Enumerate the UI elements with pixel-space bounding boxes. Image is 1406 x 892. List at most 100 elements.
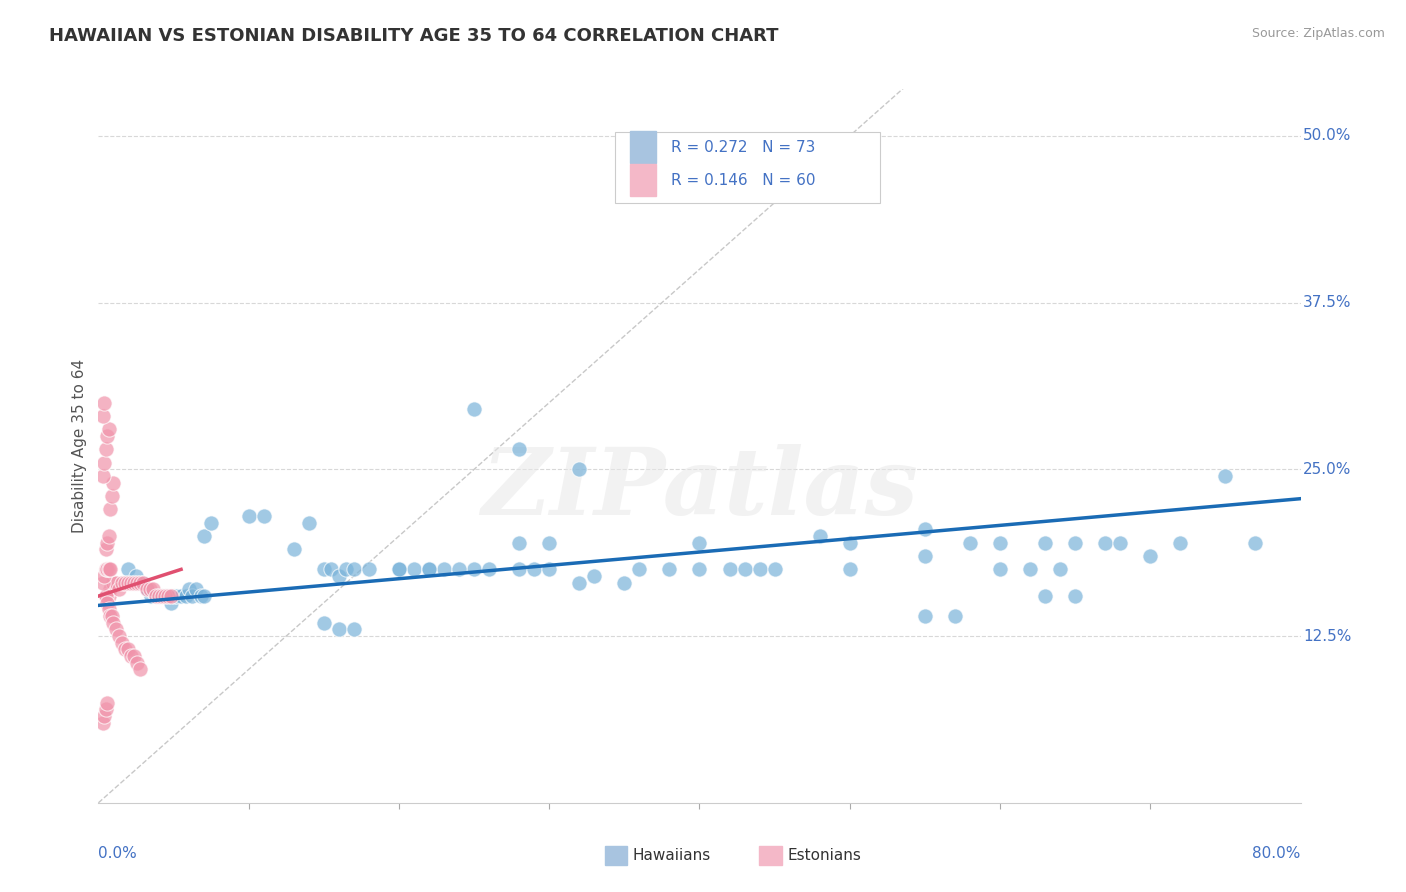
- Point: [184, 582, 207, 597]
- Point: [159, 596, 181, 610]
- Point: [138, 582, 160, 597]
- Point: [170, 589, 193, 603]
- Y-axis label: Disability Age 35 to 64: Disability Age 35 to 64: [72, 359, 87, 533]
- Point: [388, 562, 411, 576]
- Point: [100, 609, 122, 624]
- Point: [1019, 562, 1042, 576]
- Point: [238, 509, 260, 524]
- Point: [162, 589, 184, 603]
- Point: [91, 469, 114, 483]
- Point: [688, 535, 710, 549]
- Point: [734, 562, 756, 576]
- Point: [145, 589, 167, 603]
- Point: [132, 575, 155, 590]
- Point: [94, 542, 117, 557]
- Point: [125, 569, 148, 583]
- Point: [135, 582, 157, 597]
- Point: [100, 502, 122, 516]
- Point: [283, 542, 305, 557]
- Point: [568, 575, 591, 590]
- Point: [914, 522, 936, 536]
- Point: [103, 615, 125, 630]
- Point: [658, 562, 681, 576]
- Text: 37.5%: 37.5%: [1303, 295, 1351, 310]
- Point: [1033, 589, 1056, 603]
- Point: [190, 589, 212, 603]
- Point: [959, 535, 981, 549]
- Text: Estonians: Estonians: [787, 848, 862, 863]
- Point: [97, 422, 120, 436]
- Point: [100, 582, 122, 597]
- Point: [129, 575, 152, 590]
- Point: [418, 562, 440, 576]
- Text: Source: ZipAtlas.com: Source: ZipAtlas.com: [1251, 27, 1385, 40]
- Point: [148, 589, 170, 603]
- Point: [523, 562, 546, 576]
- FancyBboxPatch shape: [630, 130, 657, 162]
- Point: [1064, 535, 1087, 549]
- Point: [1170, 535, 1192, 549]
- Point: [583, 569, 606, 583]
- Point: [343, 623, 366, 637]
- Point: [321, 562, 343, 576]
- Point: [447, 562, 470, 576]
- Point: [150, 589, 173, 603]
- Point: [121, 649, 143, 664]
- Text: 0.0%: 0.0%: [98, 846, 138, 861]
- Point: [91, 409, 114, 423]
- Point: [914, 549, 936, 563]
- Point: [96, 696, 118, 710]
- Point: [253, 509, 276, 524]
- Point: [94, 589, 117, 603]
- Point: [418, 562, 440, 576]
- Point: [718, 562, 741, 576]
- Point: [96, 562, 118, 576]
- Point: [838, 562, 860, 576]
- Point: [94, 442, 117, 457]
- Point: [94, 702, 117, 716]
- Point: [105, 575, 128, 590]
- Point: [388, 562, 411, 576]
- Point: [1244, 535, 1267, 549]
- Point: [1049, 562, 1071, 576]
- Point: [433, 562, 456, 576]
- Point: [145, 589, 167, 603]
- Point: [93, 456, 115, 470]
- Point: [103, 475, 125, 490]
- Point: [114, 575, 136, 590]
- Point: [1109, 535, 1132, 549]
- Point: [748, 562, 770, 576]
- Point: [312, 562, 335, 576]
- Point: [328, 569, 350, 583]
- Point: [141, 582, 163, 597]
- Point: [124, 575, 146, 590]
- Point: [1064, 589, 1087, 603]
- Point: [150, 589, 173, 603]
- Point: [508, 442, 530, 457]
- Point: [129, 662, 152, 676]
- Point: [1139, 549, 1161, 563]
- Point: [103, 575, 125, 590]
- Point: [135, 582, 157, 597]
- Point: [93, 709, 115, 723]
- Point: [508, 562, 530, 576]
- Point: [111, 575, 134, 590]
- Point: [193, 589, 215, 603]
- Point: [105, 623, 128, 637]
- Point: [312, 615, 335, 630]
- Point: [93, 569, 115, 583]
- Point: [838, 535, 860, 549]
- Text: 25.0%: 25.0%: [1303, 462, 1351, 477]
- Point: [96, 535, 118, 549]
- Point: [914, 609, 936, 624]
- Point: [478, 562, 501, 576]
- Point: [101, 489, 124, 503]
- Point: [508, 535, 530, 549]
- Point: [177, 582, 200, 597]
- Point: [463, 562, 485, 576]
- Text: 80.0%: 80.0%: [1253, 846, 1301, 861]
- Point: [298, 516, 321, 530]
- Point: [628, 562, 651, 576]
- Point: [688, 562, 710, 576]
- Point: [117, 575, 139, 590]
